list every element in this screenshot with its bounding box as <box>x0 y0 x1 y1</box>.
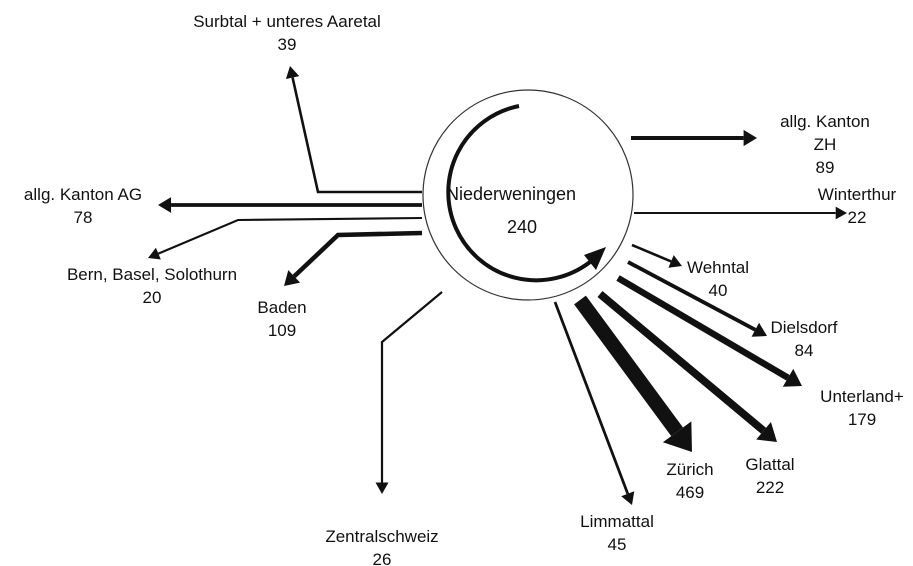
flow-arrowhead <box>148 247 161 260</box>
flow-line <box>292 230 423 279</box>
flow-value: 22 <box>847 208 867 227</box>
flow-line <box>616 275 790 381</box>
flow-arrowhead <box>285 66 300 80</box>
flow-label: Baden <box>257 298 307 317</box>
flow-value: 78 <box>73 208 93 227</box>
flow-label: Dielsdorf <box>770 318 838 337</box>
cycle-arrowhead <box>584 247 606 270</box>
cycle-arrow <box>446 104 592 283</box>
flow-label: Surbtal + unteres Aaretal <box>193 12 381 31</box>
flow-line <box>597 291 767 434</box>
flow-label: Glattal <box>745 455 795 474</box>
flow-arrowhead <box>284 270 301 286</box>
flow-line <box>157 216 423 255</box>
flow-value: 45 <box>607 535 627 554</box>
center-value: 240 <box>507 217 537 237</box>
flow-arrowhead <box>158 197 172 213</box>
flow-value: 179 <box>847 410 877 429</box>
center-circle <box>422 89 634 301</box>
flow-value: 40 <box>708 281 728 300</box>
flow-line <box>631 243 672 263</box>
flow-line <box>574 295 684 437</box>
flow-value: 222 <box>755 478 785 497</box>
flow-label: Winterthur <box>817 185 897 204</box>
flow-label: Bern, Basel, Solothurn <box>66 265 238 284</box>
flow-value: 20 <box>142 288 162 307</box>
flow-arrowhead <box>662 421 692 452</box>
flow-arrowhead <box>782 368 802 387</box>
flow-label: allg. Kanton ZH <box>780 112 870 154</box>
flow-line <box>627 260 757 332</box>
flow-label: allg. Kanton AG <box>23 185 143 204</box>
flow-line <box>553 301 630 495</box>
flow-arrowhead <box>668 255 682 268</box>
flow-line <box>291 77 422 194</box>
flow-value: 109 <box>267 321 297 340</box>
flow-arrowhead <box>743 129 757 147</box>
flow-label: Unterland+ <box>820 387 904 406</box>
flow-value: 89 <box>815 158 835 177</box>
flow-line <box>380 291 443 483</box>
flow-arrowhead <box>621 491 635 505</box>
flow-label: Limmattal <box>580 512 654 531</box>
flow-value: 84 <box>794 341 814 360</box>
flow-label: Wehntal <box>686 258 750 277</box>
flow-arrowhead <box>751 322 767 337</box>
flow-label: Zentralschweiz <box>325 527 439 546</box>
flow-label: Zürich <box>666 460 714 479</box>
flow-arrowhead <box>835 206 847 220</box>
flow-arrowhead <box>756 422 777 442</box>
flow-value: 39 <box>277 35 297 54</box>
center-label: Niederweningen <box>446 184 576 204</box>
flow-value: 26 <box>372 550 392 566</box>
flow-arrowhead <box>375 482 389 494</box>
flow-value: 469 <box>675 483 705 502</box>
